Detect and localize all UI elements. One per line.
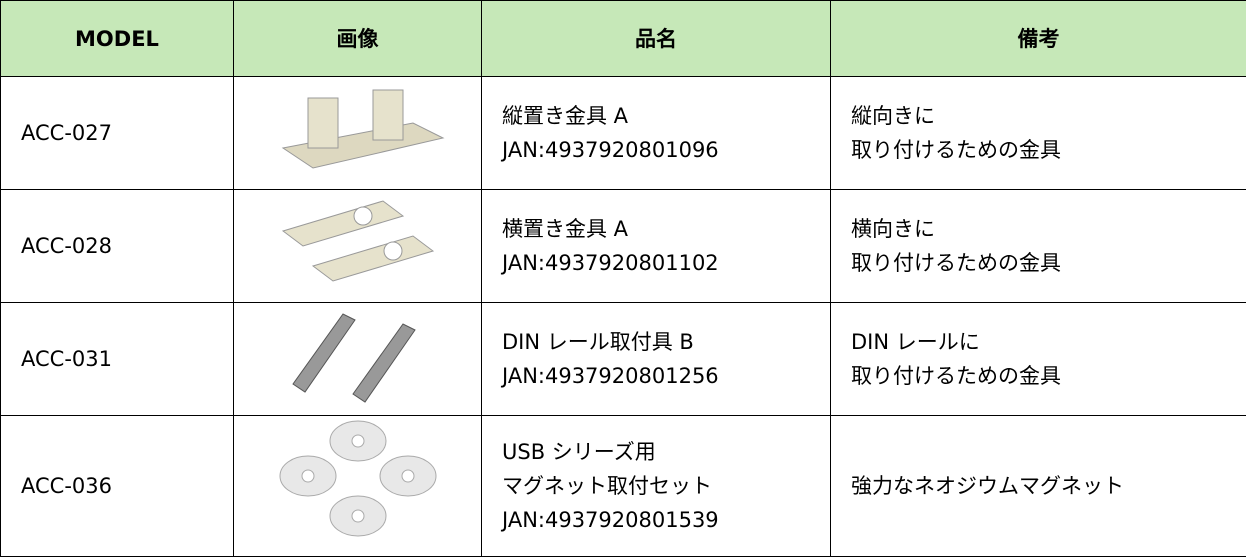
name-line: 横置き金具 A	[502, 212, 830, 246]
note-line: 取り付けるための金具	[851, 359, 1246, 393]
model-cell: ACC-028	[1, 190, 234, 303]
note-cell: DIN レールに取り付けるための金具	[831, 303, 1246, 416]
name-line: 縦置き金具 A	[502, 99, 830, 133]
product-image	[263, 416, 453, 546]
note-line: 縦向きに	[851, 99, 1246, 133]
header-cell: MODEL	[1, 1, 234, 77]
note-line: 取り付けるための金具	[851, 246, 1246, 280]
name-line: USB シリーズ用	[502, 435, 830, 469]
note-line: DIN レールに	[851, 325, 1246, 359]
name-line: JAN:4937920801096	[502, 133, 830, 167]
product-image	[263, 304, 453, 404]
note-line: 横向きに	[851, 212, 1246, 246]
image-cell	[234, 416, 482, 557]
note-line: 強力なネオジウムマグネット	[851, 469, 1246, 503]
note-line: 取り付けるための金具	[851, 133, 1246, 167]
name-line: JAN:4937920801256	[502, 359, 830, 393]
image-cell	[234, 77, 482, 190]
name-line: JAN:4937920801539	[502, 503, 830, 537]
name-line: JAN:4937920801102	[502, 246, 830, 280]
note-cell: 強力なネオジウムマグネット	[831, 416, 1246, 557]
product-image	[263, 191, 453, 291]
note-cell: 横向きに取り付けるための金具	[831, 190, 1246, 303]
model-cell: ACC-036	[1, 416, 234, 557]
header-cell: 品名	[482, 1, 831, 77]
header-cell: 備考	[831, 1, 1246, 77]
model-cell: ACC-027	[1, 77, 234, 190]
model-cell: ACC-031	[1, 303, 234, 416]
image-cell	[234, 190, 482, 303]
name-line: DIN レール取付具 B	[502, 325, 830, 359]
name-line: マグネット取付セット	[502, 469, 830, 503]
note-cell: 縦向きに取り付けるための金具	[831, 77, 1246, 190]
image-cell	[234, 303, 482, 416]
header-cell: 画像	[234, 1, 482, 77]
product-image	[263, 78, 453, 178]
